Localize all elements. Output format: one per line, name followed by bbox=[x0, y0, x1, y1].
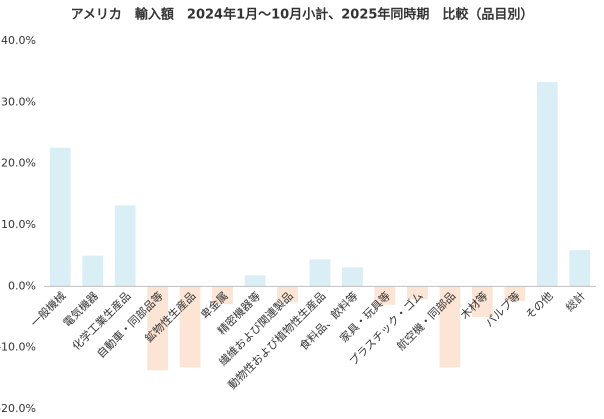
bar bbox=[147, 286, 169, 371]
bar bbox=[179, 286, 201, 368]
bar bbox=[374, 286, 396, 305]
bar bbox=[471, 286, 493, 317]
bar bbox=[244, 275, 266, 287]
y-tick-label: -20.0% bbox=[0, 402, 36, 415]
bar bbox=[504, 286, 526, 302]
bar bbox=[49, 147, 71, 287]
bar bbox=[309, 259, 331, 287]
bar bbox=[407, 286, 428, 300]
bar bbox=[536, 82, 558, 287]
bar bbox=[82, 255, 104, 287]
bar bbox=[212, 286, 233, 305]
chart-title: アメリカ 輸入額 2024年1月～10月小計、2025年同時期 比較（品目別） bbox=[71, 7, 534, 23]
bar bbox=[114, 205, 136, 287]
bar bbox=[277, 286, 298, 303]
y-tick-label: 0.0% bbox=[8, 279, 36, 292]
y-tick-label: -10.0% bbox=[0, 341, 36, 354]
y-tick-label: 20.0% bbox=[1, 157, 36, 170]
y-tick-label: 30.0% bbox=[1, 95, 36, 108]
y-tick-label: 40.0% bbox=[1, 34, 36, 47]
y-tick-label: 10.0% bbox=[1, 218, 36, 231]
bar bbox=[439, 286, 461, 368]
bar bbox=[342, 267, 363, 287]
bar bbox=[569, 250, 591, 287]
